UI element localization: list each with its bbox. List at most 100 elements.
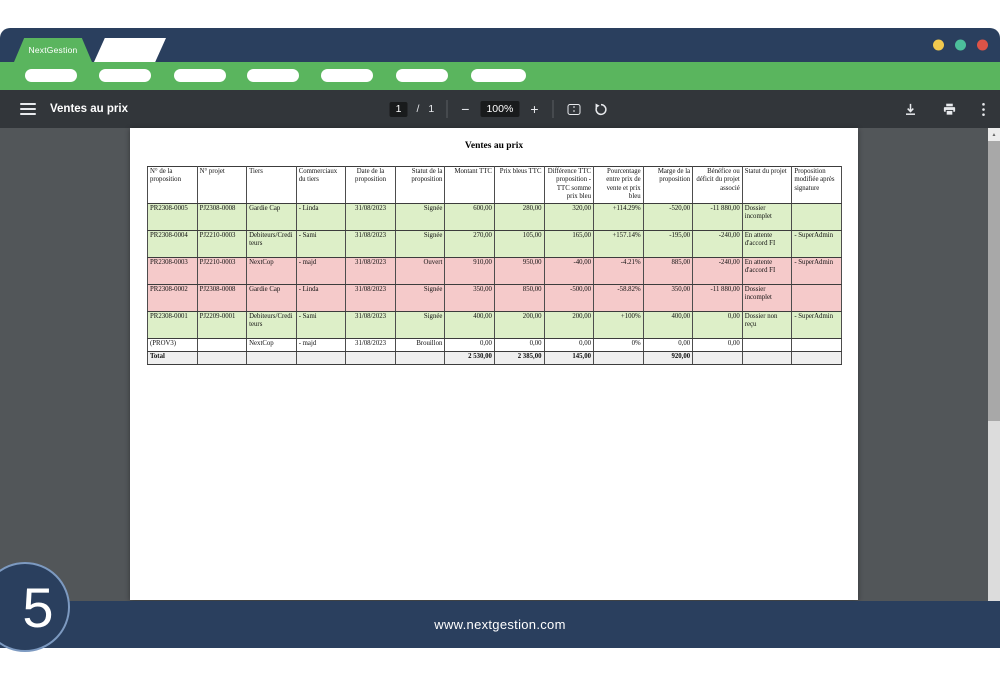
page-divider: / (416, 103, 420, 115)
fit-page-button[interactable] (566, 102, 583, 117)
column-header: Bénéfice ou déficit du projet associé (692, 166, 743, 204)
column-header: Statut de la proposition (394, 166, 446, 204)
rotate-ccw-icon (595, 103, 607, 115)
rotate-button[interactable] (592, 100, 611, 119)
table-cell: - Linda (295, 203, 347, 231)
table-cell: PJ2209-0001 (196, 311, 248, 339)
table-cell: 0,00 (692, 338, 743, 352)
download-button[interactable] (901, 100, 920, 119)
toolbar-divider (552, 100, 554, 118)
page-number-input[interactable]: 1 (389, 101, 408, 117)
table-cell: Gardie Cap (246, 203, 297, 231)
print-icon (943, 103, 956, 116)
nav-menu-pill[interactable] (174, 69, 226, 82)
table-cell: Signée (394, 284, 446, 312)
scroll-up-icon[interactable]: ▲ (988, 128, 1000, 141)
table-cell (345, 351, 396, 365)
table-cell: +100% (593, 311, 644, 339)
scrollbar-thumb[interactable] (988, 141, 1000, 421)
window-control-yellow-icon[interactable] (933, 39, 944, 51)
column-header: N° de la proposition (147, 166, 198, 204)
zoom-out-button[interactable]: − (461, 101, 470, 117)
table-cell: +114.29% (593, 203, 644, 231)
table-cell: 2 530,00 (444, 351, 495, 365)
table-cell: -500,00 (543, 284, 595, 312)
table-cell: 910,00 (444, 257, 495, 285)
table-cell: Signée (394, 203, 446, 231)
table-cell: Ouvert (394, 257, 446, 285)
nav-menu-pill[interactable] (321, 69, 373, 82)
table-cell (295, 351, 347, 365)
download-icon (906, 103, 915, 115)
table-cell: 950,00 (493, 257, 545, 285)
nav-menu-pill[interactable] (247, 69, 299, 82)
table-cell: 31/08/2023 (345, 311, 396, 339)
table-cell: - majd (295, 338, 347, 352)
table-cell: 31/08/2023 (345, 284, 396, 312)
table-cell: -520,00 (642, 203, 694, 231)
table-cell: 400,00 (444, 311, 495, 339)
slide-number: 5 (22, 575, 54, 639)
table-cell: PJ2308-0008 (196, 284, 248, 312)
nav-menu-pill[interactable] (99, 69, 151, 82)
table-cell: Debiteurs/Crediteurs (246, 311, 297, 339)
table-cell: 165,00 (543, 230, 595, 258)
table-cell: 0,00 (493, 338, 545, 352)
table-cell: 350,00 (642, 284, 694, 312)
table-row: (PROV3) NextCop - majd 31/08/2023 Brouillon 0… (147, 338, 842, 352)
tab-nextgestion[interactable]: NextGestion (14, 38, 92, 62)
table-cell: 0,00 (543, 338, 595, 352)
table-cell (196, 351, 248, 365)
column-header: Tiers (246, 166, 297, 204)
nav-menu-pill[interactable] (25, 69, 77, 82)
nav-menu-pill[interactable] (396, 69, 448, 82)
table-cell: 850,00 (493, 284, 545, 312)
table-cell: - Sami (295, 230, 347, 258)
menu-icon[interactable] (20, 103, 36, 115)
table-cell: -4.21% (593, 257, 644, 285)
pdf-toolbar: Ventes au prix 1 / 1 − 100% + (0, 90, 1000, 128)
table-cell: - Linda (295, 284, 347, 312)
table-cell: 2 385,00 (493, 351, 545, 365)
page-count: 1 (428, 103, 435, 115)
print-button[interactable] (940, 100, 959, 119)
table-cell: 600,00 (444, 203, 495, 231)
window-control-red-icon[interactable] (977, 39, 988, 51)
table-row: PR2308-0002 PJ2308-0008 Gardie Cap - Linda 3… (147, 284, 842, 312)
table-row: PR2308-0004 PJ2210-0003 Debiteurs/Crediteu… (147, 230, 842, 258)
table-cell: Signée (394, 311, 446, 339)
table-cell (741, 351, 793, 365)
app-header: NextGestion (0, 28, 1000, 62)
column-header: Date de la proposition (345, 166, 396, 204)
window-control-teal-icon[interactable] (955, 39, 966, 51)
tab-blank[interactable] (94, 38, 166, 62)
nav-menu-pill[interactable] (471, 69, 526, 82)
table-cell (196, 338, 248, 352)
fit-page-icon (567, 103, 581, 115)
table-cell: PR2308-0004 (147, 230, 198, 258)
table-cell (246, 351, 297, 365)
table-cell: 0,00 (444, 338, 495, 352)
table-cell: Dossier incomplet (741, 203, 793, 231)
table-cell: Gardie Cap (246, 284, 297, 312)
table-cell: - SuperAdmin (791, 230, 842, 258)
report-page: Ventes au prix N° de la proposition N° pr… (130, 128, 858, 600)
table-cell: -195,00 (642, 230, 694, 258)
table-cell: 350,00 (444, 284, 495, 312)
table-cell: 885,00 (642, 257, 694, 285)
table-cell (791, 284, 842, 312)
table-cell: - SuperAdmin (791, 257, 842, 285)
more-options-button[interactable] (979, 100, 988, 119)
table-cell (791, 351, 842, 365)
table-cell: 31/08/2023 (345, 257, 396, 285)
zoom-in-button[interactable]: + (530, 101, 539, 117)
table-cell: Brouillon (394, 338, 446, 352)
window-controls (933, 39, 988, 51)
table-cell: PJ2210-0003 (196, 230, 248, 258)
table-header-row: N° de la proposition N° projet Tiers Commer… (147, 166, 842, 204)
table-cell: -40,00 (543, 257, 595, 285)
table-cell: 105,00 (493, 230, 545, 258)
table-cell: PR2308-0005 (147, 203, 198, 231)
pdf-viewer-area: Ventes au prix N° de la proposition N° pr… (0, 128, 1000, 601)
